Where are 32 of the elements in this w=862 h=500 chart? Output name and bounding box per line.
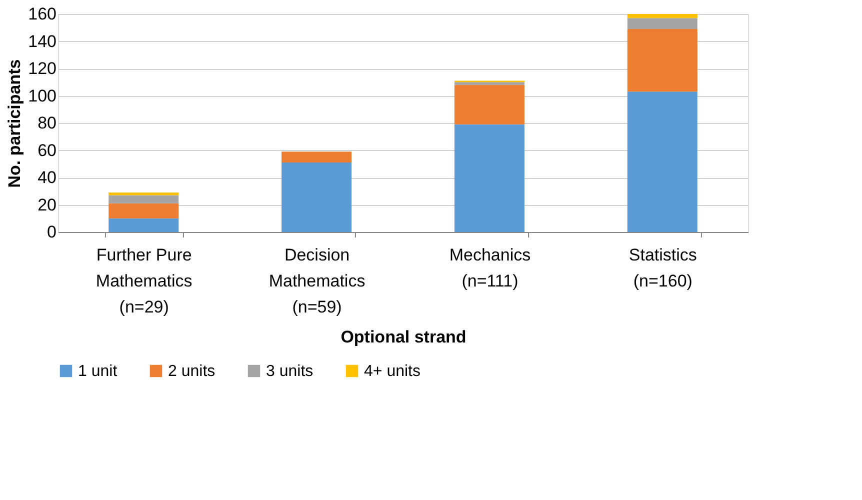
x-tick-label: Statistics (n=160) [628,246,697,290]
bar [108,203,179,218]
bar [108,218,179,232]
y-axis-title: No. participants [5,59,24,188]
x-tick-label: Further Pure Mathematics (n=29) [96,246,192,316]
legend-label: 2 units [168,363,216,380]
bar [282,152,352,163]
y-tick-label: 80 [38,114,56,132]
x-axis-title: Optional strand [340,328,466,346]
bar [627,18,698,29]
legend-label: 1 unit [78,363,118,380]
y-tick-label: 160 [28,4,56,24]
y-tick-label: 0 [47,222,56,242]
y-tick-label: 20 [38,195,56,214]
x-tick-label: Mechanics (n=111) [449,246,531,290]
legend-label: 3 units [266,363,314,380]
y-tick-label: 140 [28,32,56,51]
y-tick-label: 40 [38,168,56,187]
bar [627,28,698,92]
bar [627,14,698,18]
x-tick-label: Decision Mathematics (n=59) [268,246,366,316]
bar [282,162,352,232]
y-tick-label: 100 [28,86,56,106]
bar [108,195,179,204]
bar [627,92,698,232]
bar [454,82,524,85]
y-tick-label: 60 [38,140,56,160]
legend-label: 4+ units [364,363,420,380]
bar [108,192,179,196]
y-tick-label: 120 [28,59,56,78]
bar [454,84,524,124]
bar [454,124,524,232]
